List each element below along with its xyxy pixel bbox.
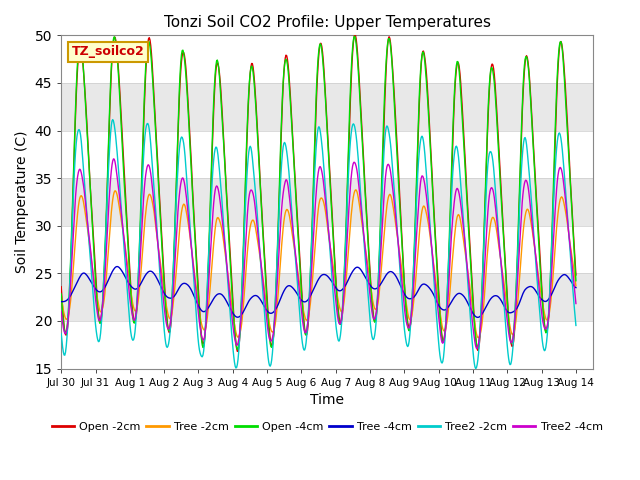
Tree2 -2cm xyxy=(472,366,479,372)
Tree -2cm xyxy=(351,187,359,193)
Tree2 -2cm xyxy=(200,348,207,354)
Tree -2cm xyxy=(67,299,74,304)
Tree -2cm xyxy=(381,216,389,222)
Line: Open -2cm: Open -2cm xyxy=(61,35,576,351)
Tree -4cm xyxy=(200,309,207,314)
Tree -4cm xyxy=(397,283,404,288)
Open -4cm xyxy=(397,228,405,234)
Tree2 -4cm xyxy=(397,264,404,270)
Open -2cm xyxy=(120,156,127,162)
Bar xyxy=(61,178,593,226)
Tree2 -4cm xyxy=(381,174,389,180)
Y-axis label: Soil Temperature (C): Soil Temperature (C) xyxy=(15,131,29,273)
Bar xyxy=(61,83,593,131)
Open -2cm xyxy=(351,32,358,37)
Line: Open -4cm: Open -4cm xyxy=(61,36,576,349)
Open -2cm xyxy=(572,272,580,278)
Tree2 -2cm xyxy=(572,323,580,328)
Open -4cm xyxy=(351,34,358,39)
Open -4cm xyxy=(572,278,580,284)
Tree -4cm xyxy=(381,273,389,279)
Tree -2cm xyxy=(120,232,127,238)
Tree2 -2cm xyxy=(67,264,74,270)
Open -4cm xyxy=(234,347,241,352)
Open -2cm xyxy=(67,270,74,276)
Open -2cm xyxy=(382,64,390,70)
Tree -2cm xyxy=(58,293,65,299)
Open -4cm xyxy=(120,166,127,172)
Tree2 -4cm xyxy=(572,300,580,306)
Line: Tree2 -4cm: Tree2 -4cm xyxy=(61,159,576,348)
Open -2cm xyxy=(172,204,180,210)
Title: Tonzi Soil CO2 Profile: Upper Temperatures: Tonzi Soil CO2 Profile: Upper Temperatur… xyxy=(164,15,491,30)
Tree -4cm xyxy=(113,264,121,269)
Line: Tree -4cm: Tree -4cm xyxy=(61,266,576,317)
Tree2 -4cm xyxy=(67,282,74,288)
Open -2cm xyxy=(234,348,242,354)
Tree2 -4cm xyxy=(120,236,128,242)
Text: TZ_soilco2: TZ_soilco2 xyxy=(72,45,145,59)
Tree -2cm xyxy=(199,325,207,331)
Tree -4cm xyxy=(58,299,65,304)
Tree -4cm xyxy=(572,285,580,290)
Tree2 -4cm xyxy=(173,232,180,238)
Bar xyxy=(61,273,593,321)
Tree -2cm xyxy=(397,256,404,262)
Tree -2cm xyxy=(475,335,483,341)
Tree2 -4cm xyxy=(474,346,481,351)
Tree -4cm xyxy=(120,272,128,278)
Tree -4cm xyxy=(67,293,74,299)
X-axis label: Time: Time xyxy=(310,393,344,407)
Tree -4cm xyxy=(474,314,482,320)
Open -2cm xyxy=(199,341,207,347)
Tree2 -4cm xyxy=(58,309,65,314)
Tree2 -4cm xyxy=(200,337,207,343)
Tree -2cm xyxy=(172,275,180,280)
Open -4cm xyxy=(58,291,65,297)
Line: Tree -2cm: Tree -2cm xyxy=(61,190,576,338)
Open -2cm xyxy=(58,284,65,289)
Open -4cm xyxy=(199,345,207,350)
Open -4cm xyxy=(67,260,74,266)
Open -4cm xyxy=(172,195,180,201)
Tree -4cm xyxy=(173,290,180,296)
Tree2 -2cm xyxy=(381,129,389,135)
Tree2 -2cm xyxy=(109,117,116,122)
Tree2 -2cm xyxy=(58,331,65,336)
Legend: Open -2cm, Tree -2cm, Open -4cm, Tree -4cm, Tree2 -2cm, Tree2 -4cm: Open -2cm, Tree -2cm, Open -4cm, Tree -4… xyxy=(47,418,607,436)
Tree2 -2cm xyxy=(173,192,180,198)
Open -2cm xyxy=(397,223,405,228)
Tree2 -2cm xyxy=(120,247,128,252)
Line: Tree2 -2cm: Tree2 -2cm xyxy=(61,120,576,369)
Tree -2cm xyxy=(572,283,580,289)
Tree2 -2cm xyxy=(397,276,404,281)
Open -4cm xyxy=(382,58,390,63)
Tree2 -4cm xyxy=(109,156,117,162)
